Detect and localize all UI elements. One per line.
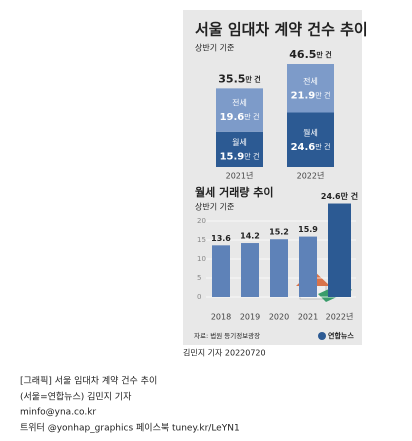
bar	[299, 236, 317, 297]
article-line: minfo@yna.co.kr	[20, 408, 96, 418]
bar-segment	[216, 131, 263, 167]
value-label: 15.9	[298, 225, 318, 234]
x-tick-label: 2018	[211, 313, 231, 322]
byline: 김민지 기자 20220720	[183, 348, 266, 358]
logo: 연합뉴스	[328, 331, 354, 340]
bar	[270, 239, 288, 297]
segment-label: 24.6만 건	[291, 142, 331, 153]
article-line: [그래픽] 서울 임대차 계약 건수 추이	[20, 375, 157, 387]
y-tick-label: 0	[197, 293, 201, 301]
bar	[328, 203, 351, 297]
y-tick-label: 10	[197, 255, 206, 263]
subtitle: 상반기 기준	[195, 43, 234, 53]
segment-name: 월세	[232, 137, 247, 147]
chart2-subtitle: 상반기 기준	[195, 202, 234, 212]
unit: 만 건	[315, 90, 330, 99]
segment-label: 15.9만 건	[220, 151, 260, 162]
value: 21.9	[291, 90, 316, 101]
x-tick-label: 2019	[240, 313, 260, 322]
bar-segment	[216, 88, 263, 132]
bar	[212, 245, 230, 297]
article-line: (서울=연합뉴스) 김민지 기자	[20, 391, 132, 403]
bar-segment	[287, 112, 334, 167]
x-tick-label: 2021년	[226, 171, 254, 181]
y-tick-label: 15	[197, 236, 206, 244]
segment-name: 전세	[303, 76, 318, 86]
chart2-title: 월세 거래량 추이	[195, 185, 274, 199]
value-label: 15.2	[269, 228, 289, 237]
total-label: 46.5만 건	[289, 48, 331, 61]
bar	[241, 243, 259, 297]
value-label: 14.2	[240, 232, 260, 241]
y-tick-label: 20	[197, 217, 206, 225]
unit: 만 건	[245, 74, 260, 83]
bar-segment	[287, 64, 334, 113]
value: 35.5	[218, 72, 245, 85]
title: 서울 임대차 계약 건수 추이	[195, 21, 368, 39]
value-label: 24.6만 건	[321, 191, 358, 201]
value: 19.6	[220, 112, 245, 123]
source: 자료: 법원 등기정보광장	[194, 331, 260, 340]
segment-label: 21.9만 건	[291, 90, 331, 101]
unit: 만 건	[315, 142, 330, 151]
logo-icon	[318, 332, 326, 340]
x-tick-label: 2020	[269, 313, 289, 322]
value: 24.6	[291, 142, 316, 153]
total-label: 35.5만 건	[218, 72, 260, 85]
value: 15.9	[220, 151, 245, 162]
value: 46.5	[289, 48, 316, 61]
unit: 만 건	[244, 112, 259, 121]
x-tick-label: 2021	[298, 313, 318, 322]
article-line: 트위터 @yonhap_graphics 페이스북 tuney.kr/LeYN1	[20, 423, 240, 434]
unit: 만 건	[316, 50, 331, 59]
x-tick-label: 2022년	[297, 171, 325, 181]
segment-name: 월세	[303, 127, 318, 137]
x-tick-label: 2022년	[326, 312, 354, 322]
segment-label: 19.6만 건	[220, 112, 260, 123]
segment-name: 전세	[232, 98, 247, 108]
unit: 만 건	[244, 151, 259, 160]
y-tick-label: 5	[197, 274, 201, 282]
value-label: 13.6	[211, 234, 231, 243]
